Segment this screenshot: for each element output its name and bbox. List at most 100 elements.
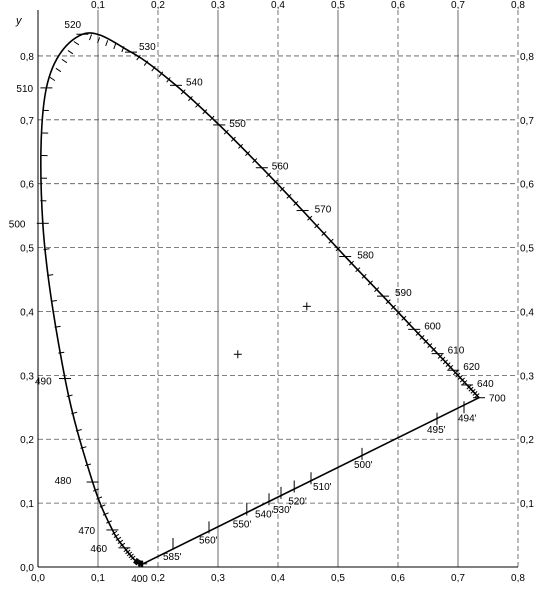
- locus-tick: [223, 129, 229, 135]
- locus-tick: [468, 386, 474, 392]
- locus-tick: [307, 215, 313, 221]
- y-tick-label-right: 0,3: [520, 371, 534, 382]
- grid: [38, 10, 519, 567]
- locus-tick: [106, 520, 113, 524]
- y-tick-label-left: 0,6: [20, 180, 34, 191]
- locus-tick: [328, 238, 334, 244]
- locus-tick: [348, 260, 355, 266]
- locus-tick: [97, 37, 101, 44]
- locus-tick: [133, 557, 138, 564]
- locus-tick: [466, 384, 472, 390]
- wavelength-label: 400: [131, 574, 148, 585]
- locus-tick: [195, 102, 200, 108]
- locus-tick: [452, 370, 459, 376]
- y-tick-label-left: 0,5: [20, 244, 34, 255]
- locus-tick: [279, 186, 285, 192]
- y-tick-label-left: 0,2: [20, 435, 34, 446]
- locus-tick: [361, 273, 367, 279]
- y-tick-label-left: 0,8: [20, 52, 34, 63]
- locus-tick: [151, 66, 156, 72]
- locus-tick: [321, 231, 327, 236]
- locus-tick: [245, 150, 251, 156]
- locus-tick: [67, 50, 74, 55]
- locus-tick: [158, 71, 164, 77]
- locus-tick: [113, 43, 117, 50]
- locus-tick: [209, 115, 215, 121]
- locus-tick: [445, 362, 451, 368]
- locus-tick: [137, 560, 141, 567]
- locus-tick: [71, 411, 78, 415]
- locus-tick: [286, 193, 292, 199]
- x-tick-label-top: 0,4: [271, 0, 285, 11]
- locus-tick: [374, 287, 380, 292]
- y-tick-label-left: 0,1: [20, 499, 34, 510]
- y-tick-label-right: 0,7: [520, 116, 534, 127]
- locus-tick: [401, 315, 407, 321]
- x-tick-label-bottom: 0,8: [511, 573, 525, 584]
- locus-tick: [470, 388, 476, 394]
- locus-tick: [136, 54, 141, 61]
- x-tick-label-top: 0,3: [211, 0, 225, 11]
- purple-line-label: 530': [273, 505, 292, 516]
- wavelength-label: 600: [424, 321, 441, 332]
- locus-tick: [440, 356, 446, 362]
- purple-line-label: 495': [427, 425, 446, 436]
- x-tick-label-top: 0,8: [511, 0, 525, 11]
- locus-tick: [117, 539, 124, 544]
- reference-points: [233, 302, 311, 359]
- wavelength-label: 490: [35, 377, 52, 388]
- x-tick-label-bottom: 0,3: [211, 573, 225, 584]
- x-tick-label-top: 0,1: [91, 0, 105, 11]
- wavelength-label: 500: [9, 219, 26, 230]
- locus-tick: [134, 558, 139, 565]
- wavelength-label: 590: [395, 288, 412, 299]
- locus-tick: [448, 365, 454, 370]
- wavelength-label: 640: [477, 379, 494, 390]
- locus-tick: [314, 223, 320, 229]
- x-tick-label-top: 0,6: [391, 0, 405, 11]
- locus-tick: [123, 547, 129, 553]
- locus-tick: [431, 347, 437, 353]
- reference-point: [233, 350, 242, 359]
- locus-tick: [293, 200, 299, 206]
- y-axis-title: y: [15, 15, 23, 27]
- y-tick-label-right: 0,6: [520, 180, 534, 191]
- wavelength-label: 520: [64, 20, 81, 31]
- locus-tick: [415, 330, 421, 336]
- x-tick-label-bottom: 0,5: [331, 573, 345, 584]
- y-tick-label-left: 0,3: [20, 371, 34, 382]
- locus-tick: [105, 40, 109, 47]
- locus-tick: [423, 339, 429, 344]
- locus-tick: [115, 536, 122, 541]
- locus-tick: [61, 58, 68, 64]
- purple-line-label: 510': [313, 482, 332, 493]
- y-tick-label-right: 0,4: [520, 307, 534, 318]
- locus-tick: [143, 60, 149, 66]
- wavelength-label: 620: [463, 362, 480, 373]
- x-tick-label-bottom: 0,4: [271, 573, 285, 584]
- wavelength-label: 610: [448, 346, 465, 357]
- locus-tick: [125, 549, 131, 555]
- y-tick-label-left: 0,4: [20, 307, 34, 318]
- y-tick-label-left: 0,7: [20, 116, 34, 127]
- locus-tick: [126, 551, 133, 557]
- locus-tick: [130, 555, 136, 561]
- reference-point: [302, 302, 311, 311]
- locus-tick: [119, 542, 126, 547]
- x-tick-label-bottom: 0,7: [451, 573, 465, 584]
- purple-line-label: 494': [458, 413, 477, 424]
- wavelength-label: 510: [16, 84, 33, 95]
- purple-line-label: 585': [163, 552, 182, 563]
- wavelength-label: 460: [90, 544, 107, 555]
- locus-tick: [49, 76, 56, 82]
- locus-tick: [75, 429, 82, 432]
- wavelength-label: 470: [78, 526, 95, 537]
- purple-line-label: 550': [233, 520, 252, 531]
- locus-tick: [80, 446, 87, 449]
- wavelength-label: 540: [186, 77, 203, 88]
- locus-tick: [462, 380, 468, 385]
- x-tick-label-top: 0,7: [451, 0, 465, 11]
- wavelength-labels: 400 460 470 480 490 500 510 520 530 540 550 560 570 5…: [9, 20, 506, 585]
- locus-tick: [180, 89, 186, 95]
